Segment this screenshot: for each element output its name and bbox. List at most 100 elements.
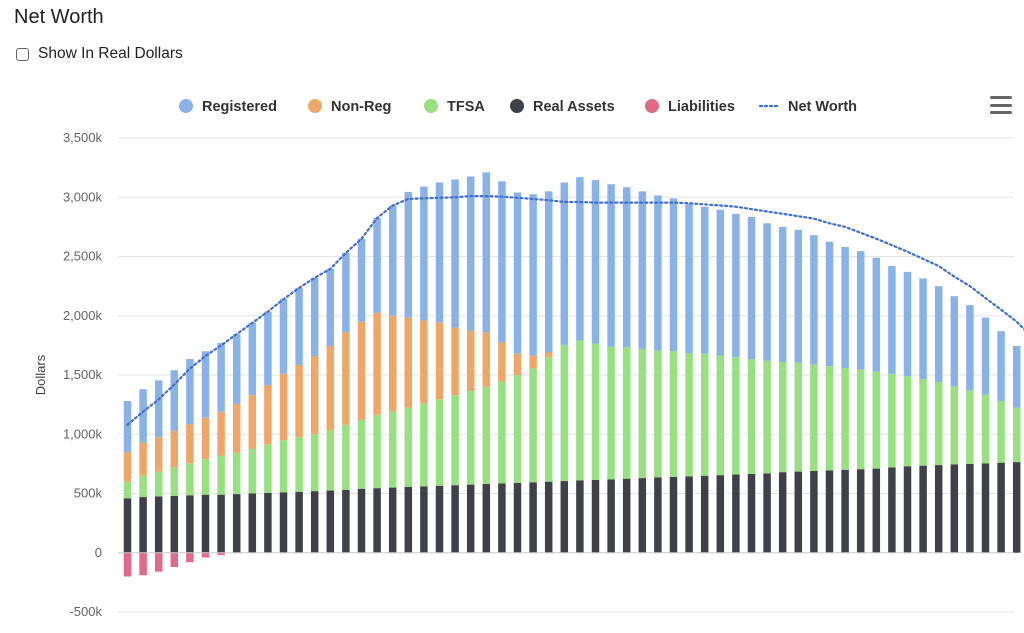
- bar-tfsa: [264, 444, 272, 493]
- bar-real-assets: [420, 486, 428, 553]
- bar-tfsa: [763, 360, 771, 474]
- bar-real-assets: [576, 480, 584, 553]
- bar-registered: [919, 278, 927, 380]
- bar-real-assets: [919, 465, 927, 553]
- bar-registered: [482, 172, 491, 333]
- bar-non-reg: [139, 442, 147, 476]
- bar-registered: [654, 195, 662, 351]
- y-axis-title: Dollars: [33, 354, 48, 395]
- bar-real-assets: [310, 491, 319, 553]
- bar-real-assets: [685, 476, 693, 553]
- bar-registered: [201, 351, 210, 418]
- y-tick-label: -500k: [69, 604, 102, 619]
- bar-tfsa: [825, 366, 834, 471]
- bar-real-assets: [622, 478, 631, 553]
- bar-non-reg: [466, 330, 475, 391]
- bar-real-assets: [529, 482, 537, 553]
- bar-real-assets: [903, 466, 912, 553]
- bar-real-assets: [544, 481, 553, 553]
- bar-tfsa: [747, 359, 756, 474]
- bar-tfsa: [981, 394, 990, 464]
- bar-registered: [638, 191, 647, 349]
- bar-registered: [139, 389, 147, 443]
- bar-non-reg: [201, 417, 210, 460]
- bar-tfsa: [310, 434, 319, 492]
- bar-non-reg: [357, 321, 366, 421]
- bar-real-assets: [357, 488, 366, 553]
- real-dollars-toggle[interactable]: Show In Real Dollars: [16, 45, 183, 63]
- real-dollars-checkbox[interactable]: [16, 47, 29, 61]
- bar-tfsa: [622, 347, 631, 479]
- bar-registered: [763, 223, 771, 361]
- bar-registered: [388, 205, 397, 316]
- bar-tfsa: [856, 369, 865, 470]
- bar-registered: [373, 217, 381, 313]
- bar-tfsa: [513, 375, 522, 483]
- bar-registered: [435, 182, 444, 323]
- bar-real-assets: [825, 470, 834, 553]
- legend-marker-registered: [179, 99, 193, 113]
- bar-registered: [576, 177, 584, 341]
- bar-registered: [232, 334, 241, 405]
- bar-real-assets: [513, 482, 522, 553]
- bar-non-reg: [373, 312, 381, 415]
- bar-tfsa: [638, 348, 647, 479]
- bar-real-assets: [794, 471, 803, 553]
- bar-registered: [544, 191, 553, 353]
- bar-real-assets: [123, 498, 132, 553]
- bar-real-assets: [388, 487, 397, 553]
- bar-tfsa: [1012, 407, 1021, 463]
- bar-non-reg: [544, 352, 553, 358]
- bar-tfsa: [482, 386, 491, 485]
- bar-real-assets: [232, 494, 241, 553]
- bar-tfsa: [186, 463, 194, 496]
- bar-registered: [966, 305, 974, 391]
- bar-real-assets: [981, 463, 990, 553]
- bar-real-assets: [763, 473, 771, 553]
- bar-registered: [825, 241, 834, 367]
- bar-real-assets: [373, 488, 381, 553]
- bar-real-assets: [435, 485, 444, 553]
- bar-registered: [747, 216, 756, 360]
- bar-registered: [685, 203, 693, 354]
- bar-non-reg: [342, 332, 350, 425]
- bar-real-assets: [1012, 462, 1021, 553]
- bar-registered: [950, 296, 959, 387]
- bar-registered: [466, 176, 475, 331]
- legend-label-liabilities: Liabilities: [668, 99, 735, 115]
- bar-real-assets: [607, 479, 615, 553]
- bar-registered: [170, 370, 179, 431]
- bar-real-assets: [669, 476, 678, 553]
- y-tick-label: 3,500k: [63, 130, 103, 145]
- bar-registered: [342, 252, 350, 333]
- bar-registered: [123, 401, 132, 453]
- bar-real-assets: [466, 484, 475, 553]
- bar-non-reg: [513, 353, 522, 375]
- y-tick-label: 2,500k: [63, 249, 103, 264]
- bar-non-reg: [186, 424, 194, 464]
- y-tick-label: 3,000k: [63, 189, 103, 204]
- bar-tfsa: [778, 361, 787, 473]
- y-tick-label: 1,000k: [63, 426, 103, 441]
- bar-registered: [778, 226, 787, 362]
- hamburger-menu-icon[interactable]: [990, 96, 1012, 114]
- bar-real-assets: [217, 494, 225, 553]
- bar-registered: [794, 229, 803, 363]
- bar-tfsa: [903, 376, 912, 467]
- bar-registered: [248, 322, 257, 396]
- legend-label-net-worth: Net Worth: [788, 99, 857, 115]
- bar-tfsa: [732, 357, 740, 475]
- bar-liabilities: [186, 552, 194, 563]
- bar-registered: [264, 311, 272, 386]
- bar-non-reg: [232, 404, 241, 453]
- bar-liabilities: [123, 552, 132, 577]
- bar-tfsa: [217, 455, 225, 495]
- bar-tfsa: [841, 367, 849, 470]
- bar-registered: [981, 317, 990, 395]
- bar-real-assets: [139, 497, 147, 553]
- y-tick-label: 500k: [74, 486, 103, 501]
- bar-tfsa: [716, 355, 725, 476]
- bar-tfsa: [810, 364, 818, 471]
